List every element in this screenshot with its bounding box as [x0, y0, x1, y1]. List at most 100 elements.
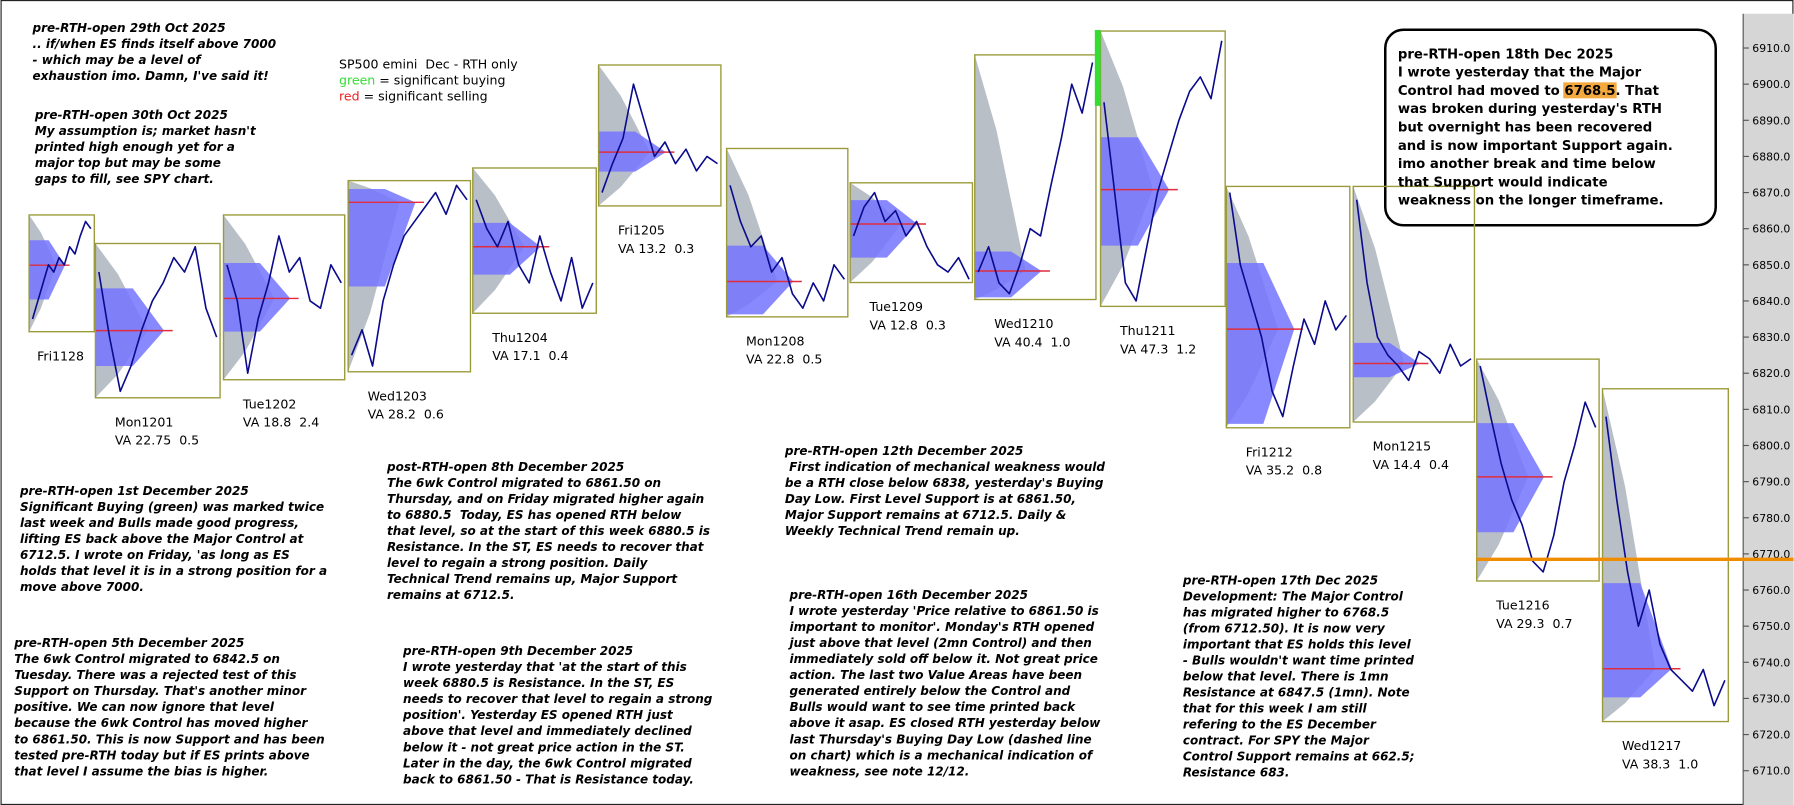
y-tick-label: 6840.0: [1752, 295, 1790, 308]
annotation-line: I wrote yesterday 'Price relative to 686…: [790, 604, 1099, 618]
annotation-line: major top but may be some: [35, 156, 221, 170]
annotation-line: weakness, see note 12/12.: [790, 764, 970, 778]
significant-buying-marker: [1094, 29, 1101, 106]
annotation-line: contract. For SPY the Major: [1183, 733, 1370, 747]
annotation-line: below that level. There is 1mn: [1183, 669, 1389, 683]
value-area: [95, 288, 164, 367]
note-line: . That: [1616, 84, 1660, 99]
session-label: Thu1211: [1119, 323, 1176, 338]
annotation-line: pre-RTH-open 16th December 2025: [789, 588, 1028, 602]
annotation-line: Later in the day, the 6wk Control migrat…: [403, 756, 692, 770]
annotation-line: 6712.5. I wrote on Friday, 'as long as E…: [20, 548, 290, 562]
y-tick-label: 6730.0: [1752, 692, 1790, 705]
session-box: [94, 242, 221, 399]
annotation-line: Technical Trend remains up, Major Suppor…: [387, 572, 678, 586]
annotation-line: above it asap. ES closed RTH yesterday b…: [790, 716, 1102, 730]
annotation-line: position'. Yesterday ES opened RTH just: [402, 708, 674, 722]
session-box: [28, 214, 95, 333]
annotation-line: My assumption is; market hasn't: [35, 124, 257, 138]
session-box: [974, 54, 1097, 301]
session-box: [472, 167, 597, 314]
note-line: pre-RTH-open 18th Dec 2025: [1398, 47, 1614, 62]
session-label: Tue1202: [242, 396, 296, 411]
annotation-line: Day Low. First Level Support is at 6861.…: [785, 492, 1076, 506]
annotation-line: - Bulls wouldn't want time printed: [1183, 653, 1414, 667]
annotation-line: that level, so at the start of this week…: [387, 524, 710, 538]
annotation-line: pre-RTH-open 9th December 2025: [402, 644, 633, 658]
session-label: Wed1210: [994, 316, 1053, 331]
session-label: Fri1212: [1246, 444, 1293, 459]
highlight-background: [1563, 82, 1617, 99]
price-line: [977, 62, 1094, 295]
note-line: was broken during yesterday's RTH: [1398, 102, 1662, 117]
va-label: VA 47.3 1.2: [1120, 341, 1196, 356]
annotation-line: positive. We can now ignore that level: [13, 700, 275, 714]
value-area: [850, 200, 918, 258]
annotation-line: generated entirely below the Control and: [790, 684, 1071, 698]
annotation-line: Resistance at 6847.5 (1mn). Note: [1183, 685, 1410, 699]
annotation-line: because the 6wk Control has moved higher: [14, 716, 308, 730]
y-tick-label: 6750.0: [1752, 620, 1790, 633]
y-tick-label: 6820.0: [1752, 367, 1790, 380]
annotation-line: Weekly Technical Trend remain up.: [785, 524, 1020, 538]
session-box: [1225, 185, 1351, 429]
value-area: [223, 263, 291, 332]
annotation-line: that for this week I am still: [1183, 701, 1368, 715]
y-tick-label: 6740.0: [1752, 656, 1790, 669]
annotation-line: Control Support remains at 662.5;: [1183, 749, 1415, 763]
annotation-line: action. The last two Value Areas have be…: [790, 668, 1083, 682]
y-tick-label: 6860.0: [1752, 223, 1790, 236]
annotation-line: (from 6712.50). It is now very: [1183, 621, 1386, 635]
annotation-line: has migrated higher to 6768.5: [1183, 605, 1389, 619]
annotation-line: post-RTH-open 8th December 2025: [386, 460, 624, 474]
y-tick-label: 6760.0: [1752, 584, 1790, 597]
annotation-line: Bulls would want to see time printed bac…: [790, 700, 1077, 714]
annotation-line: to 6861.50. This is now Support and has …: [14, 732, 324, 746]
annotation-line: pre-RTH-open 30th Oct 2025: [34, 108, 228, 122]
price-axis-panel: [1743, 13, 1794, 805]
va-label: VA 35.2 0.8: [1246, 463, 1322, 478]
annotation-line: pre-RTH-open 1st December 2025: [19, 484, 249, 498]
annotation-line: needs to recover that level to regain a …: [403, 692, 713, 706]
annotation-line: immediately sold off below it. Not great…: [790, 652, 1098, 666]
annotation-line: refering to the ES December: [1183, 717, 1377, 731]
annotation-line: exhaustion imo. Damn, I've said it!: [33, 69, 269, 83]
session-box: [1476, 358, 1600, 582]
va-label: VA 22.8 0.5: [746, 352, 822, 367]
va-label: VA 17.1 0.4: [492, 348, 568, 363]
y-tick-label: 6910.0: [1752, 42, 1790, 55]
price-line: [1355, 199, 1472, 382]
session-box: [1601, 388, 1729, 723]
session-box: [347, 179, 472, 373]
y-tick-label: 6780.0: [1752, 512, 1790, 525]
value-area: [974, 251, 1042, 298]
session-box: [1099, 30, 1226, 308]
y-tick-label: 6710.0: [1752, 765, 1790, 778]
annotation-line: important to monitor'. Monday's RTH open…: [790, 620, 1095, 634]
note-highlight: 6768.5: [1564, 84, 1615, 99]
price-line: [1479, 365, 1597, 573]
session-box: [597, 64, 722, 207]
note-line: Control had moved to: [1398, 84, 1565, 99]
session-label: Wed1217: [1622, 738, 1681, 753]
session-label: Mon1208: [746, 333, 804, 348]
annotation-line: last week and Bulls made good progress,: [20, 516, 299, 530]
va-label: VA 40.4 1.0: [994, 334, 1070, 349]
annotation-line: The 6wk Control migrated to 6861.50 on: [387, 476, 661, 490]
price-line: [350, 184, 468, 367]
value-area: [726, 245, 794, 315]
annotation-line: printed high enough yet for a: [34, 140, 235, 154]
y-tick-label: 6890.0: [1752, 114, 1790, 127]
annotation-line: on chart) which is a mechanical indicati…: [790, 748, 1095, 762]
price-line: [1228, 192, 1348, 418]
legend-text: = significant selling: [360, 89, 488, 104]
y-tick-label: 6900.0: [1752, 78, 1790, 91]
annotation-line: week 6880.5 is Resistance. In the ST, ES: [403, 676, 674, 690]
annotation-line: just above that level (2mn Control) and …: [788, 636, 1092, 650]
note-line: weakness on the longer timeframe.: [1398, 194, 1664, 209]
price-line: [98, 245, 218, 393]
y-tick-label: 6880.0: [1752, 150, 1790, 163]
annotation-line: important that ES holds this level: [1183, 637, 1412, 651]
session-label: Fri1128: [37, 348, 84, 363]
